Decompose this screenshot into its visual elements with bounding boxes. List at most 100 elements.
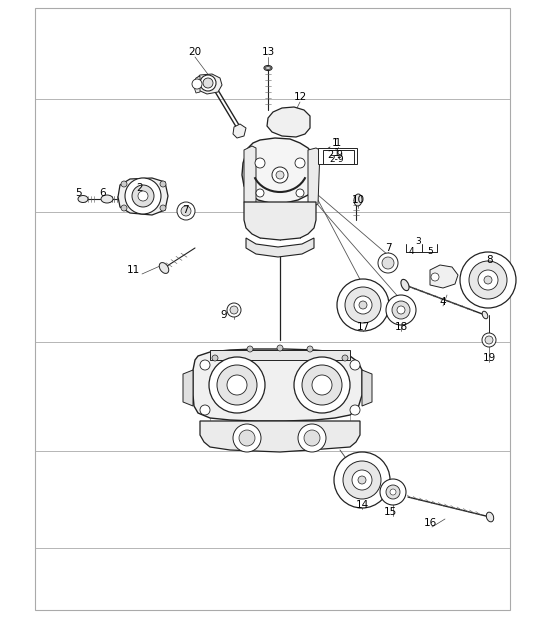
Text: 2-9: 2-9 — [327, 150, 343, 160]
Circle shape — [200, 75, 216, 91]
Circle shape — [482, 333, 496, 347]
Polygon shape — [210, 350, 350, 360]
Circle shape — [380, 479, 406, 505]
Ellipse shape — [486, 512, 494, 522]
FancyBboxPatch shape — [323, 149, 354, 163]
Circle shape — [121, 181, 127, 187]
Ellipse shape — [265, 67, 270, 70]
Text: 4: 4 — [440, 297, 446, 307]
Text: 18: 18 — [395, 322, 408, 332]
Circle shape — [276, 171, 284, 179]
Circle shape — [132, 185, 154, 207]
Circle shape — [345, 287, 381, 323]
Polygon shape — [244, 202, 316, 240]
Circle shape — [397, 306, 405, 314]
Circle shape — [350, 360, 360, 370]
Polygon shape — [200, 421, 360, 452]
Circle shape — [295, 158, 305, 168]
Text: 11: 11 — [126, 265, 140, 275]
Circle shape — [484, 276, 492, 284]
Circle shape — [121, 205, 127, 211]
Text: 10: 10 — [352, 195, 365, 205]
Circle shape — [386, 485, 400, 499]
Circle shape — [350, 405, 360, 415]
Text: 5: 5 — [76, 188, 82, 198]
Polygon shape — [244, 146, 256, 205]
Circle shape — [217, 365, 257, 405]
Circle shape — [125, 178, 161, 214]
Text: 7: 7 — [181, 205, 189, 215]
Circle shape — [460, 252, 516, 308]
Text: 20: 20 — [189, 47, 202, 57]
Circle shape — [342, 355, 348, 361]
Circle shape — [392, 301, 410, 319]
Circle shape — [272, 167, 288, 183]
Circle shape — [431, 273, 439, 281]
Polygon shape — [193, 76, 200, 93]
Circle shape — [247, 346, 253, 352]
Text: 17: 17 — [356, 322, 370, 332]
Circle shape — [312, 375, 332, 395]
Text: 13: 13 — [262, 47, 275, 57]
Circle shape — [294, 357, 350, 413]
Text: 3: 3 — [415, 237, 421, 247]
Circle shape — [138, 191, 148, 201]
Ellipse shape — [264, 65, 272, 70]
Circle shape — [230, 306, 238, 314]
Circle shape — [298, 424, 326, 452]
Polygon shape — [195, 74, 222, 94]
Text: 4: 4 — [408, 247, 414, 256]
Circle shape — [302, 365, 342, 405]
Circle shape — [359, 301, 367, 309]
Polygon shape — [430, 265, 458, 288]
Ellipse shape — [159, 263, 169, 273]
Circle shape — [209, 357, 265, 413]
Text: 2: 2 — [137, 183, 143, 193]
Bar — [35, 8, 510, 610]
Circle shape — [354, 296, 372, 314]
Text: 19: 19 — [482, 353, 495, 363]
Circle shape — [233, 424, 261, 452]
Circle shape — [177, 202, 195, 220]
Text: 6: 6 — [100, 188, 106, 198]
Polygon shape — [308, 148, 320, 206]
Text: 1: 1 — [332, 138, 338, 148]
Circle shape — [358, 476, 366, 484]
Ellipse shape — [401, 279, 409, 291]
Text: 7: 7 — [385, 243, 391, 253]
Text: 1: 1 — [334, 148, 340, 158]
Polygon shape — [233, 124, 246, 138]
Circle shape — [296, 189, 304, 197]
Polygon shape — [362, 370, 372, 406]
Polygon shape — [242, 138, 318, 203]
Ellipse shape — [78, 195, 88, 202]
Circle shape — [378, 253, 398, 273]
Circle shape — [337, 279, 389, 331]
Circle shape — [239, 430, 255, 446]
Text: 1: 1 — [335, 138, 341, 148]
Text: 5: 5 — [427, 247, 433, 256]
Circle shape — [390, 489, 396, 495]
Circle shape — [192, 79, 202, 89]
Circle shape — [307, 346, 313, 352]
Polygon shape — [183, 370, 193, 406]
Circle shape — [304, 430, 320, 446]
Circle shape — [386, 295, 416, 325]
Circle shape — [212, 355, 218, 361]
Circle shape — [382, 257, 394, 269]
Circle shape — [227, 303, 241, 317]
Text: 9: 9 — [221, 310, 227, 320]
Circle shape — [485, 336, 493, 344]
Ellipse shape — [101, 195, 113, 203]
Text: 2-9: 2-9 — [330, 154, 344, 163]
Circle shape — [227, 375, 247, 395]
Circle shape — [160, 181, 166, 187]
Polygon shape — [267, 107, 310, 137]
Circle shape — [256, 189, 264, 197]
Circle shape — [478, 270, 498, 290]
Ellipse shape — [482, 311, 488, 319]
Polygon shape — [118, 178, 168, 215]
Text: 14: 14 — [355, 500, 368, 510]
Text: 16: 16 — [423, 518, 437, 528]
Polygon shape — [193, 349, 362, 421]
